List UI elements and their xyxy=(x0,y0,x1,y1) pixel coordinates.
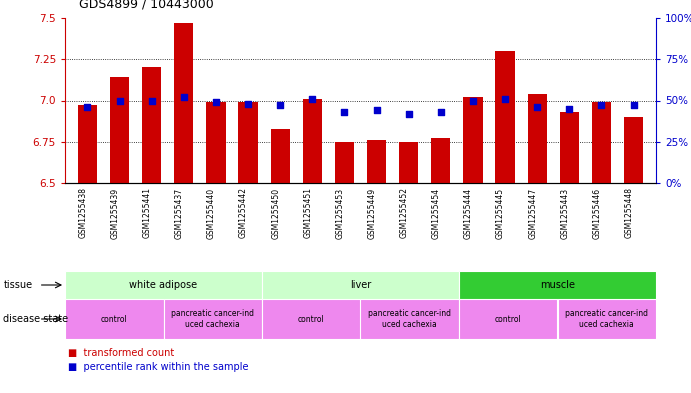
Text: GSM1255453: GSM1255453 xyxy=(335,187,344,239)
Point xyxy=(307,96,318,102)
Bar xyxy=(431,138,451,183)
Point xyxy=(371,107,382,114)
Point xyxy=(114,97,125,104)
Text: GSM1255454: GSM1255454 xyxy=(432,187,441,239)
Bar xyxy=(78,105,97,183)
Point xyxy=(435,109,446,115)
Text: disease state: disease state xyxy=(3,314,68,324)
Text: GSM1255439: GSM1255439 xyxy=(111,187,120,239)
Bar xyxy=(271,129,290,183)
Bar xyxy=(164,299,262,339)
Bar xyxy=(459,299,558,339)
Text: GSM1255446: GSM1255446 xyxy=(592,187,601,239)
Bar xyxy=(142,68,162,183)
Bar xyxy=(174,23,193,183)
Bar xyxy=(303,99,322,183)
Point xyxy=(146,97,158,104)
Text: GSM1255442: GSM1255442 xyxy=(239,187,248,239)
Bar xyxy=(335,142,354,183)
Bar xyxy=(459,271,656,299)
Bar xyxy=(560,112,579,183)
Text: GSM1255448: GSM1255448 xyxy=(625,187,634,239)
Text: GSM1255450: GSM1255450 xyxy=(271,187,281,239)
Point xyxy=(628,102,639,108)
Bar xyxy=(527,94,547,183)
Text: ■  transformed count: ■ transformed count xyxy=(68,348,175,358)
Text: GSM1255445: GSM1255445 xyxy=(496,187,505,239)
Bar xyxy=(262,271,459,299)
Bar xyxy=(399,142,418,183)
Text: liver: liver xyxy=(350,280,371,290)
Text: GSM1255447: GSM1255447 xyxy=(528,187,537,239)
Text: GSM1255451: GSM1255451 xyxy=(303,187,312,239)
Bar xyxy=(495,51,515,183)
Point xyxy=(275,102,286,108)
Text: GSM1255443: GSM1255443 xyxy=(560,187,569,239)
Point xyxy=(531,104,542,110)
Text: white adipose: white adipose xyxy=(129,280,198,290)
Bar xyxy=(262,299,361,339)
Text: GSM1255437: GSM1255437 xyxy=(175,187,184,239)
Bar xyxy=(65,299,164,339)
Text: muscle: muscle xyxy=(540,280,575,290)
Bar xyxy=(367,140,386,183)
Bar xyxy=(624,117,643,183)
Point xyxy=(500,96,511,102)
Bar xyxy=(463,97,482,183)
Text: GSM1255449: GSM1255449 xyxy=(368,187,377,239)
Text: GSM1255441: GSM1255441 xyxy=(143,187,152,239)
Text: pancreatic cancer-ind
uced cachexia: pancreatic cancer-ind uced cachexia xyxy=(565,309,648,329)
Text: pancreatic cancer-ind
uced cachexia: pancreatic cancer-ind uced cachexia xyxy=(368,309,451,329)
Bar xyxy=(591,102,611,183)
Point xyxy=(403,110,414,117)
Text: tissue: tissue xyxy=(3,280,32,290)
Text: GDS4899 / 10443000: GDS4899 / 10443000 xyxy=(79,0,214,10)
Text: pancreatic cancer-ind
uced cachexia: pancreatic cancer-ind uced cachexia xyxy=(171,309,254,329)
Point xyxy=(596,102,607,108)
Text: GSM1255452: GSM1255452 xyxy=(399,187,408,239)
Point xyxy=(211,99,222,105)
Point xyxy=(467,97,478,104)
Text: control: control xyxy=(495,314,522,323)
Bar xyxy=(110,77,129,183)
Bar xyxy=(65,271,262,299)
Bar xyxy=(558,299,656,339)
Bar xyxy=(361,299,459,339)
Bar xyxy=(207,102,225,183)
Point xyxy=(339,109,350,115)
Bar xyxy=(238,102,258,183)
Point xyxy=(82,104,93,110)
Text: GSM1255444: GSM1255444 xyxy=(464,187,473,239)
Text: control: control xyxy=(101,314,128,323)
Point xyxy=(178,94,189,100)
Point xyxy=(243,101,254,107)
Text: ■  percentile rank within the sample: ■ percentile rank within the sample xyxy=(68,362,249,372)
Point xyxy=(564,106,575,112)
Text: GSM1255438: GSM1255438 xyxy=(79,187,88,239)
Text: GSM1255440: GSM1255440 xyxy=(207,187,216,239)
Text: control: control xyxy=(298,314,325,323)
